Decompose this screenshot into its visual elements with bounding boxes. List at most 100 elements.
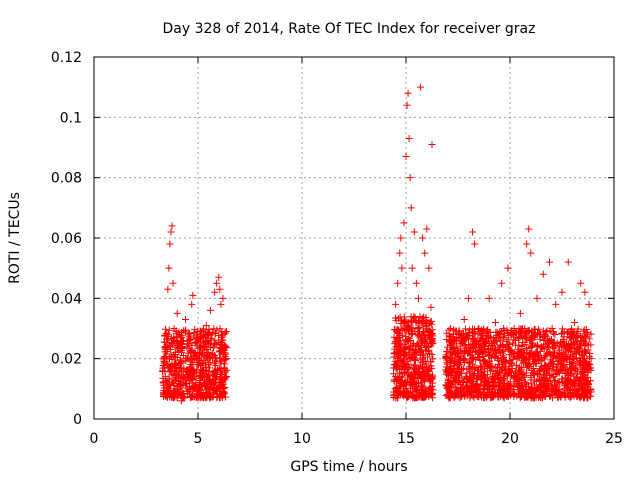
data-point [429, 389, 437, 397]
data-point [425, 264, 433, 272]
data-point [391, 385, 399, 393]
data-point [525, 360, 533, 368]
data-point [504, 264, 512, 272]
data-point [212, 371, 220, 379]
data-point [496, 378, 504, 386]
data-point [474, 353, 482, 361]
data-point [217, 300, 225, 308]
data-point [447, 348, 455, 356]
data-point [407, 204, 415, 212]
data-point [459, 390, 467, 398]
data-point [397, 234, 405, 242]
data-point [428, 335, 436, 343]
data-point [396, 334, 404, 342]
data-point [178, 344, 186, 352]
data-point [161, 331, 169, 339]
data-point [496, 331, 504, 339]
data-point [186, 364, 194, 372]
data-point [585, 300, 593, 308]
data-point [402, 350, 410, 358]
data-point [185, 370, 193, 378]
data-point [552, 383, 560, 391]
data-point [450, 393, 458, 401]
data-point [204, 330, 212, 338]
data-point [416, 312, 424, 320]
data-point [508, 359, 516, 367]
data-point [413, 386, 421, 394]
data-point [421, 338, 429, 345]
data-point [173, 309, 181, 317]
data-point [521, 338, 529, 346]
data-point [546, 374, 554, 382]
data-point [408, 330, 416, 338]
data-point [489, 382, 497, 390]
data-point [420, 313, 428, 321]
data-point [567, 391, 575, 399]
data-point [446, 333, 454, 341]
data-point [454, 349, 462, 357]
data-point [530, 364, 538, 372]
data-point [408, 264, 416, 272]
data-point [220, 364, 228, 372]
data-point [211, 336, 219, 344]
data-point [207, 380, 215, 388]
y-tick-label: 0.02 [51, 352, 82, 368]
data-point [582, 374, 590, 382]
data-point [410, 361, 418, 369]
data-point [164, 332, 172, 340]
data-point [186, 388, 194, 396]
data-point [573, 379, 581, 387]
data-point [459, 355, 467, 363]
data-point [543, 350, 551, 358]
y-tick-label: 0.12 [51, 50, 82, 66]
data-point [403, 101, 411, 109]
data-point [574, 325, 582, 333]
data-point [536, 335, 544, 343]
data-point [582, 348, 590, 356]
x-tick-label: 25 [605, 431, 623, 447]
data-point [420, 364, 428, 372]
data-point [458, 379, 466, 387]
y-tick-label: 0 [73, 412, 82, 428]
data-point [504, 381, 512, 389]
data-point [178, 345, 186, 353]
data-point [400, 219, 408, 227]
data-point [414, 325, 422, 333]
data-point [519, 354, 527, 362]
data-point [462, 325, 470, 333]
data-point [220, 351, 228, 359]
data-point [195, 385, 203, 393]
data-point [192, 349, 200, 357]
y-axis: 0 0.02 0.04 0.06 0.08 0.1 0.12 [51, 50, 614, 428]
data-point [509, 385, 517, 393]
data-point [507, 390, 515, 398]
data-point [221, 376, 229, 384]
data-point [583, 388, 591, 396]
chart-title: Day 328 of 2014, Rate Of TEC Index for r… [163, 21, 536, 37]
data-point [449, 326, 457, 334]
data-point [518, 388, 526, 396]
data-point [557, 338, 565, 346]
data-point [538, 365, 546, 373]
data-point [396, 372, 404, 380]
data-point [420, 388, 428, 396]
data-point [204, 361, 212, 369]
data-point [572, 334, 580, 342]
data-point [581, 347, 589, 355]
data-point [556, 353, 564, 361]
data-point [559, 325, 567, 333]
data-point [558, 375, 566, 383]
data-point [180, 364, 188, 372]
data-point [585, 380, 593, 388]
data-point [182, 315, 190, 323]
data-point [498, 279, 506, 287]
data-point [400, 369, 408, 377]
data-point [410, 382, 418, 390]
data-point [163, 388, 171, 396]
data-point [209, 355, 217, 363]
data-point [464, 294, 472, 302]
data-point [162, 343, 170, 351]
data-point [526, 354, 534, 362]
data-point [171, 349, 179, 357]
